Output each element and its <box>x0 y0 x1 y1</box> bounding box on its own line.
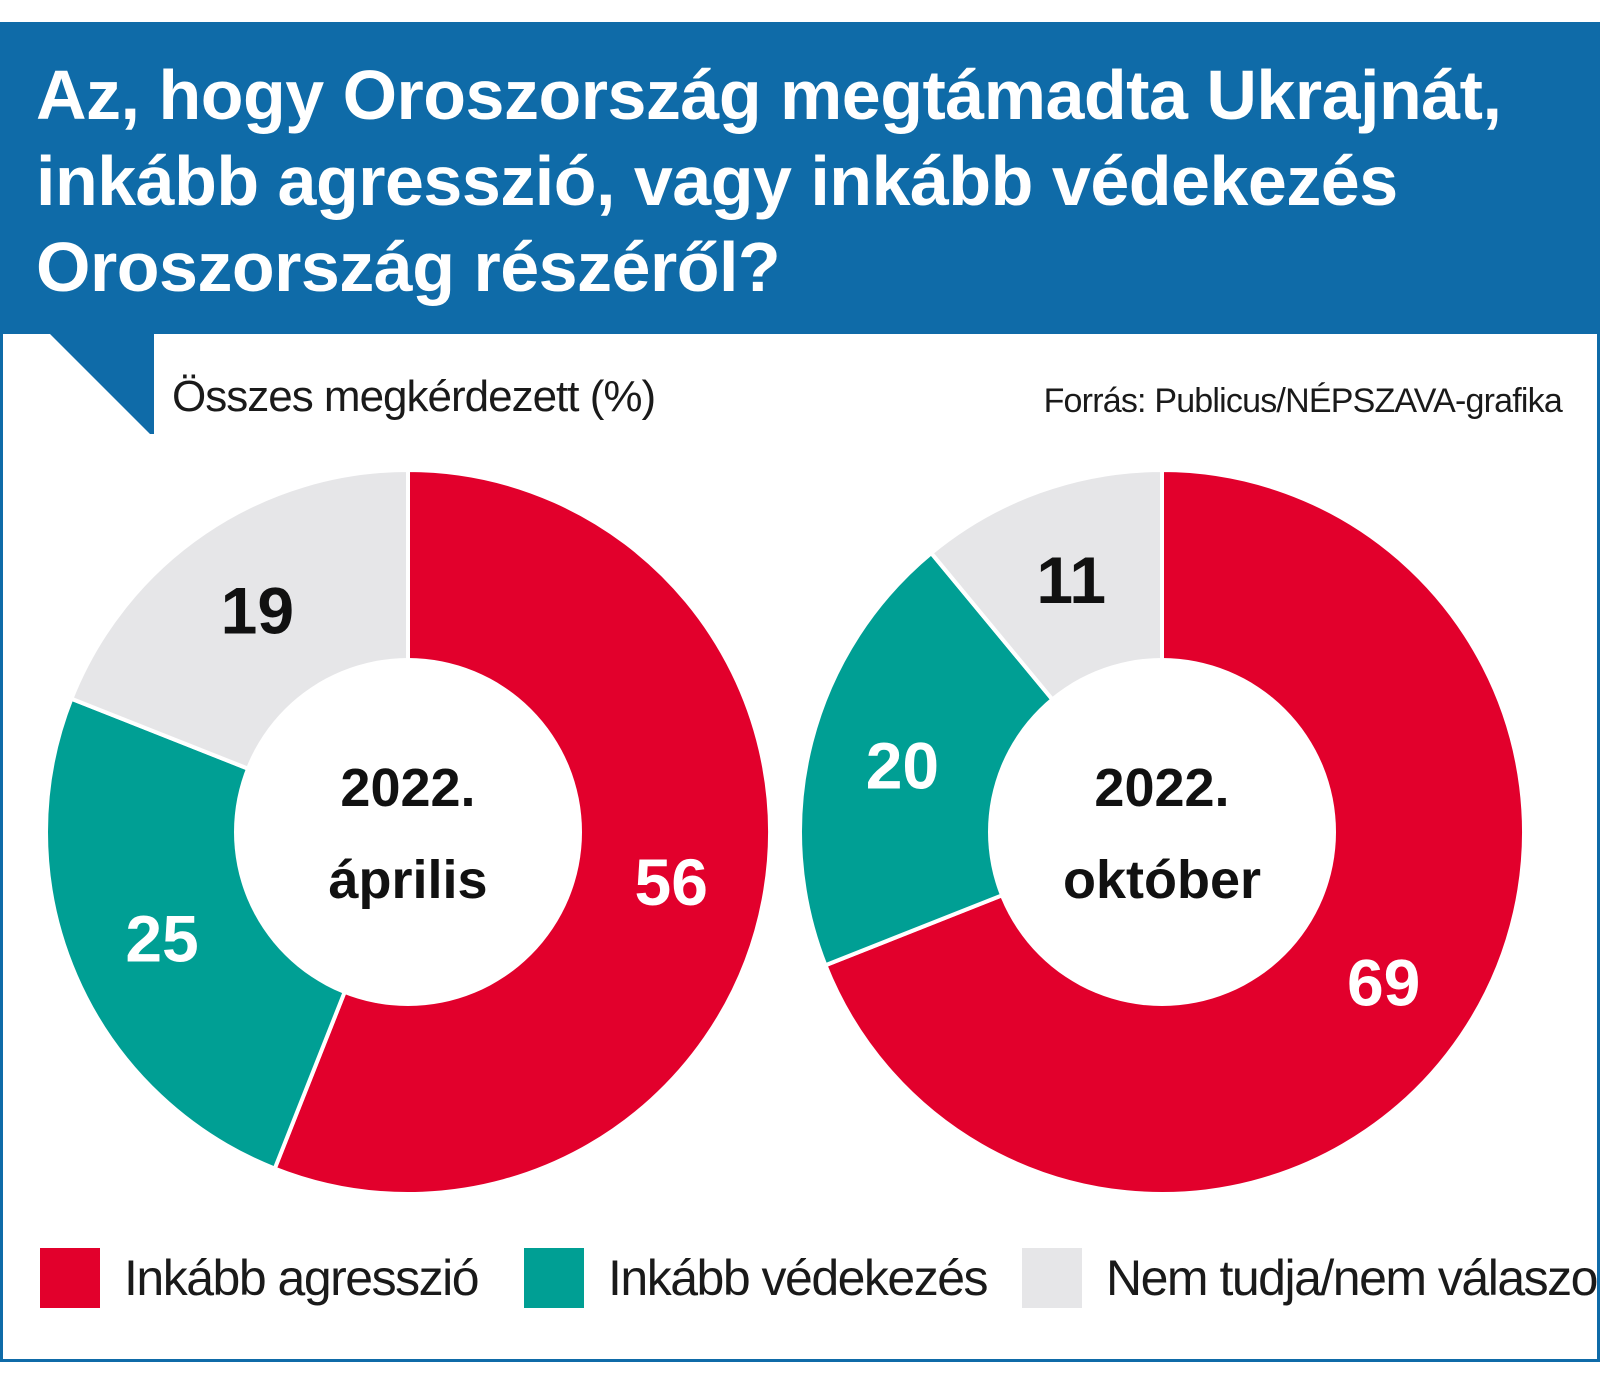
legend-swatch-vedekezes <box>524 1248 584 1308</box>
header-banner <box>0 22 1600 334</box>
donut-1-hole <box>234 658 582 1006</box>
donut-2-center-label-2: október <box>1063 850 1261 910</box>
donut-2-hole <box>988 658 1336 1006</box>
legend-item-nem-tudja: Nem tudja/nem válaszol <box>1022 1246 1600 1310</box>
donut-2-center-label-1: 2022. <box>1094 758 1229 818</box>
legend-item-vedekezes: Inkább védekezés <box>524 1246 989 1310</box>
donut-1-center-label-2: április <box>328 850 487 910</box>
legend-label-agresszio: Inkább agresszió <box>124 1250 480 1306</box>
legend: Inkább agresszió Inkább védekezés Nem tu… <box>40 1246 1600 1316</box>
source-note: Forrás: Publicus/NÉPSZAVA-grafika <box>1043 382 1563 420</box>
chart-frame <box>0 22 1600 1362</box>
legend-label-nem-tudja: Nem tudja/nem válaszol <box>1106 1250 1600 1306</box>
chart-title: Az, hogy Oroszország megtámadta Ukrajnát… <box>36 56 1502 306</box>
donut-2-label-agresszio: 69 <box>1347 946 1420 1020</box>
donut-1-label-vedekezes: 25 <box>125 901 198 975</box>
donut-2-label-nem-tudja: 11 <box>1036 543 1106 617</box>
donut-1-center-label-1: 2022. <box>340 758 475 818</box>
legend-item-agresszio: Inkább agresszió <box>40 1246 480 1310</box>
legend-swatch-nem-tudja <box>1022 1248 1082 1308</box>
legend-swatch-agresszio <box>40 1248 100 1308</box>
legend-label-vedekezes: Inkább védekezés <box>608 1250 989 1306</box>
header-tab-triangle <box>50 334 150 434</box>
donut-1-label-agresszio: 56 <box>635 845 708 919</box>
donut-1-label-nem-tudja: 19 <box>221 573 294 647</box>
donut-2-label-vedekezes: 20 <box>866 728 939 802</box>
chart-subtitle: Összes megkérdezett (%) <box>172 372 656 421</box>
header-tab-bar <box>150 334 154 434</box>
